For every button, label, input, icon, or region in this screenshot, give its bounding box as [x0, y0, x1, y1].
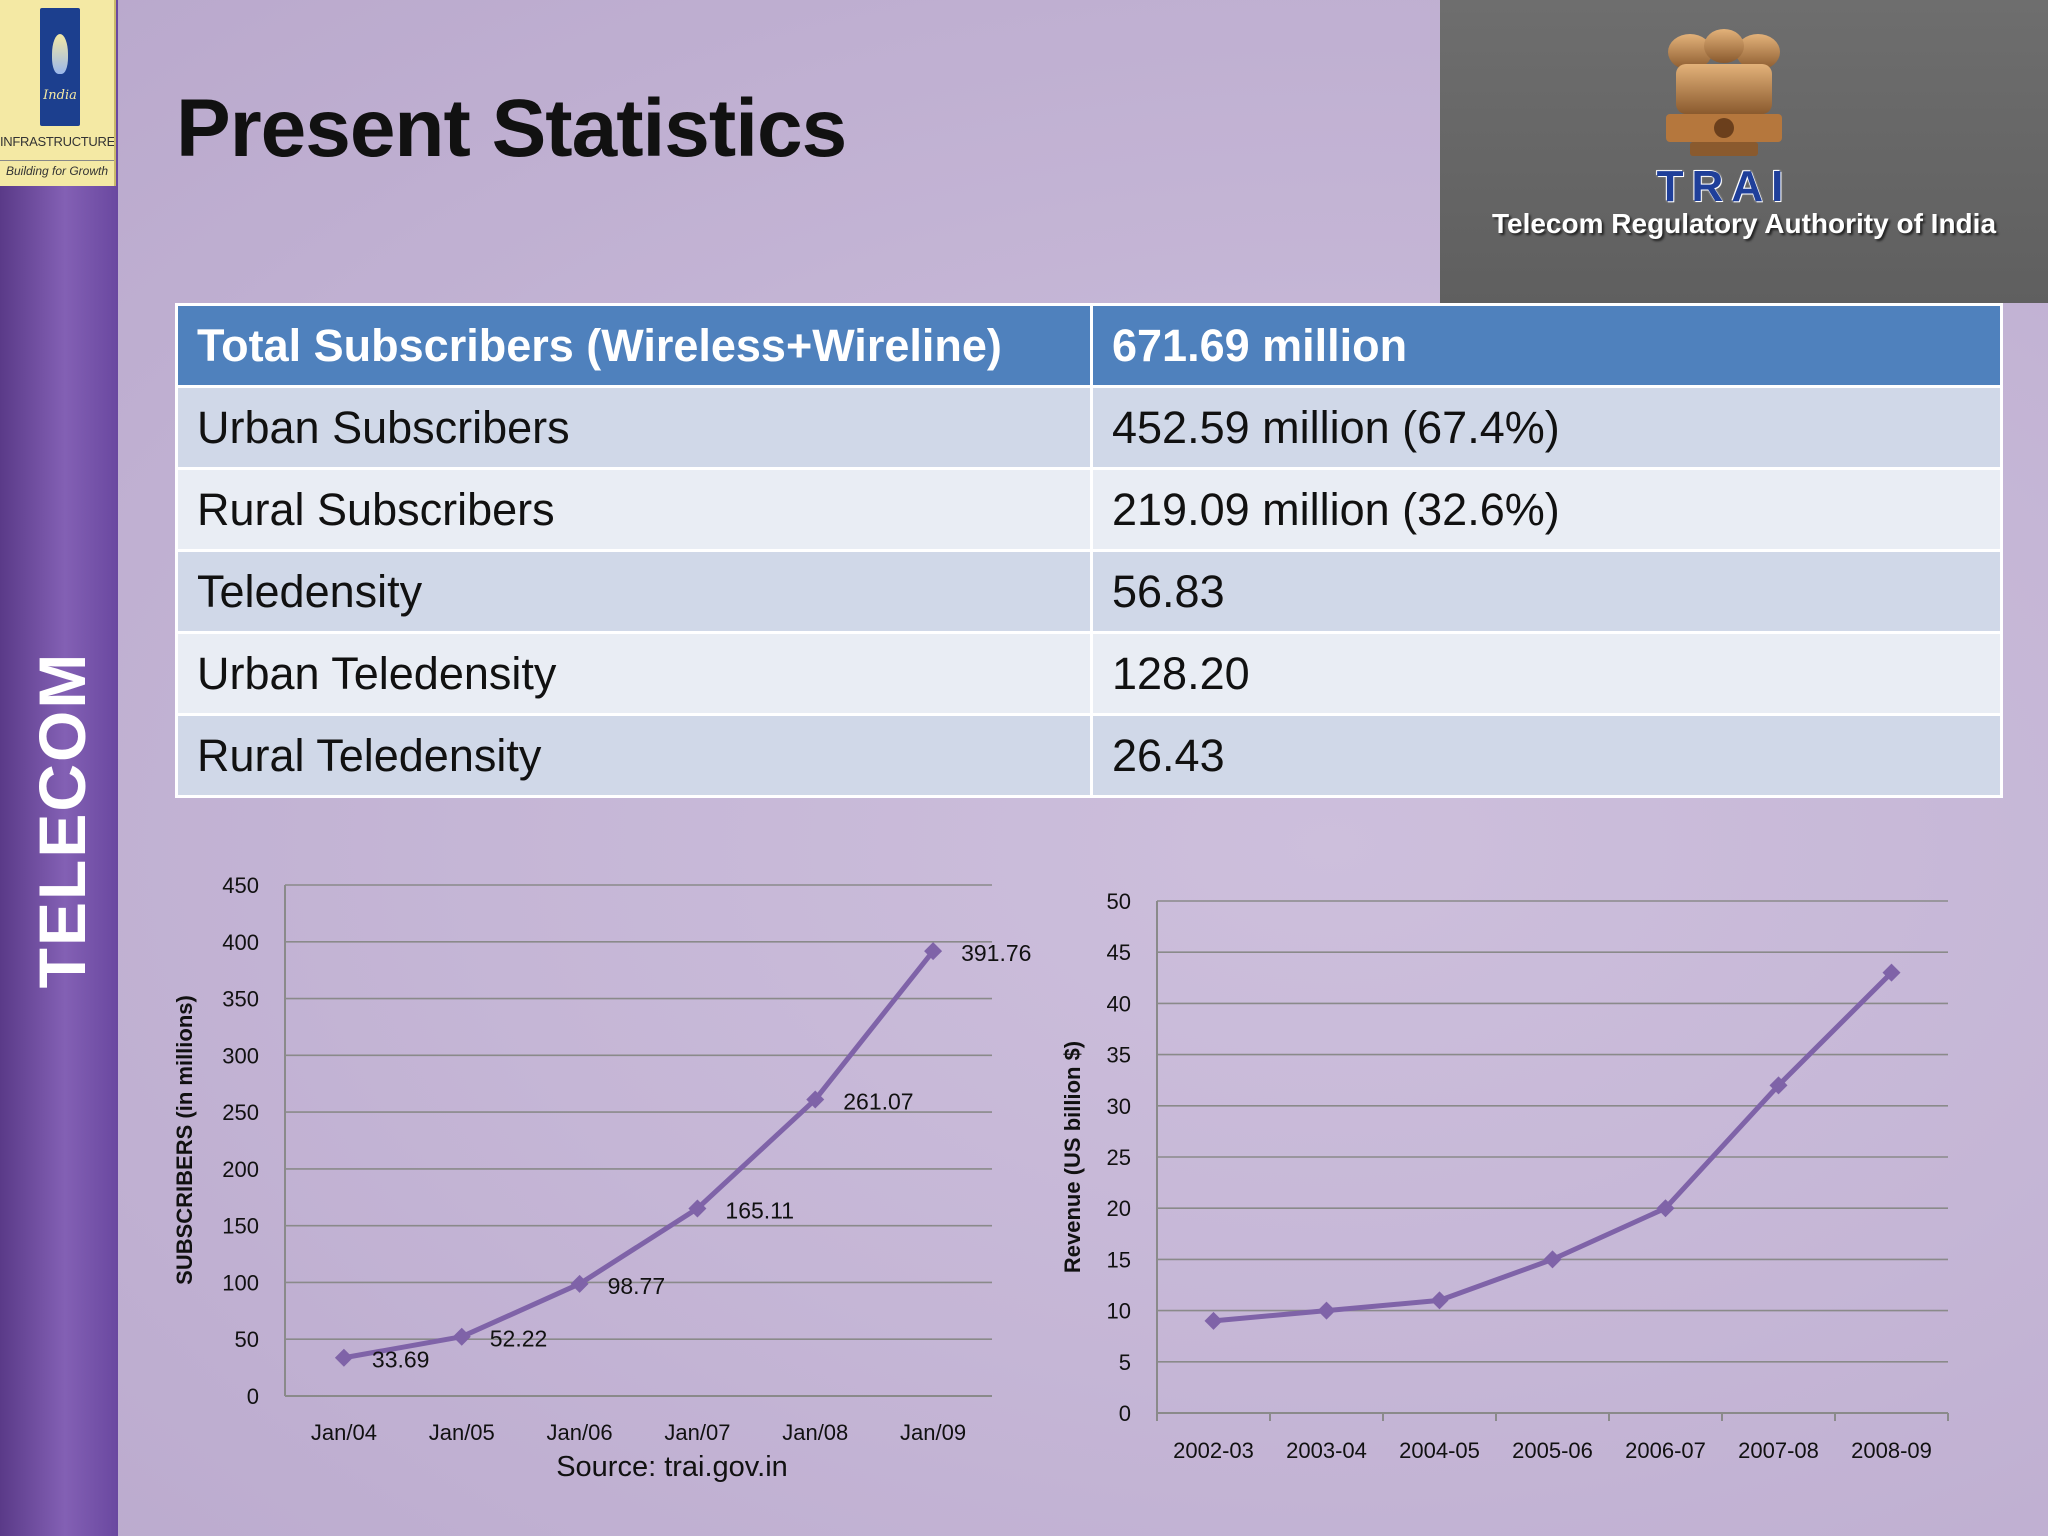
data-label: 98.77	[608, 1273, 666, 1299]
y-tick-label: 40	[1107, 991, 1131, 1016]
y-tick-label: 50	[1107, 889, 1131, 914]
logo-emblem-icon: India	[40, 8, 80, 126]
table-row: Rural Teledensity 26.43	[175, 713, 2003, 798]
data-point	[688, 1199, 707, 1218]
y-axis-label: SUBSCRIBERS (in millions)	[172, 995, 197, 1285]
y-tick-label: 200	[222, 1157, 259, 1182]
data-label: 261.07	[843, 1089, 913, 1115]
data-point	[1656, 1199, 1675, 1218]
y-tick-label: 25	[1107, 1145, 1131, 1170]
series-line	[1213, 970, 1894, 1324]
x-tick-label: 2003-04	[1286, 1438, 1367, 1463]
x-tick-label: Jan/05	[429, 1420, 495, 1445]
x-tick-label: 2007-08	[1738, 1438, 1819, 1463]
table-cell-value: 219.09 million (32.6%)	[1090, 467, 2003, 552]
y-axis-label: Revenue (US billion $)	[1060, 1041, 1085, 1273]
statistics-table: Total Subscribers (Wireless+Wireline) 67…	[175, 303, 2003, 798]
y-tick-label: 35	[1107, 1043, 1131, 1068]
y-tick-label: 250	[222, 1100, 259, 1125]
x-tick-label: Jan/06	[547, 1420, 613, 1445]
data-point	[1543, 1250, 1562, 1269]
data-point	[924, 942, 943, 961]
table-row: Urban Subscribers 452.59 million (67.4%)	[175, 385, 2003, 470]
x-tick-label: Jan/08	[782, 1420, 848, 1445]
data-point	[1204, 1311, 1223, 1330]
logo-line2: Building for Growth	[0, 160, 114, 178]
y-tick-label: 0	[247, 1384, 259, 1409]
data-point	[570, 1274, 589, 1293]
y-tick-label: 20	[1107, 1196, 1131, 1221]
x-tick-label: 2002-03	[1173, 1438, 1254, 1463]
x-tick-label: Jan/04	[311, 1420, 377, 1445]
x-tick-label: Jan/09	[900, 1420, 966, 1445]
table-cell-label: Total Subscribers (Wireless+Wireline)	[175, 303, 1093, 388]
y-tick-label: 150	[222, 1214, 259, 1239]
y-tick-label: 300	[222, 1043, 259, 1068]
y-tick-label: 5	[1119, 1350, 1131, 1375]
data-label: 165.11	[725, 1198, 794, 1224]
x-tick-label: 2008-09	[1851, 1438, 1932, 1463]
data-point	[1430, 1291, 1449, 1310]
y-tick-label: 50	[235, 1327, 259, 1352]
table-cell-value: 26.43	[1090, 713, 2003, 798]
slide-title: Present Statistics	[176, 83, 847, 174]
y-tick-label: 45	[1107, 940, 1131, 965]
y-tick-label: 400	[222, 930, 259, 955]
table-header-row: Total Subscribers (Wireless+Wireline) 67…	[175, 303, 2003, 388]
y-tick-label: 450	[222, 873, 259, 898]
data-point	[1882, 963, 1901, 982]
table-cell-value: 128.20	[1090, 631, 2003, 716]
table-row: Urban Teledensity 128.20	[175, 631, 2003, 716]
y-tick-label: 10	[1107, 1299, 1131, 1324]
data-point	[806, 1090, 825, 1109]
data-label: 33.69	[372, 1347, 430, 1373]
data-point	[1317, 1301, 1336, 1320]
y-tick-label: 30	[1107, 1094, 1131, 1119]
table-cell-label: Teledensity	[175, 549, 1093, 634]
y-tick-label: 15	[1107, 1247, 1131, 1272]
data-point	[334, 1348, 353, 1367]
table-cell-value: 452.59 million (67.4%)	[1090, 385, 2003, 470]
source-note: Source: trai.gov.in	[556, 1451, 788, 1483]
table-cell-label: Urban Subscribers	[175, 385, 1093, 470]
table-cell-label: Urban Teledensity	[175, 631, 1093, 716]
data-label: 391.76	[961, 940, 1031, 966]
x-tick-label: 2004-05	[1399, 1438, 1480, 1463]
trai-full-name: Telecom Regulatory Authority of India	[1491, 208, 1997, 239]
national-emblem-icon	[1666, 29, 1782, 156]
table-cell-value: 671.69 million	[1090, 303, 2003, 388]
x-tick-label: Jan/07	[664, 1420, 730, 1445]
y-tick-label: 350	[222, 987, 259, 1012]
x-tick-label: 2006-07	[1625, 1438, 1706, 1463]
data-point	[1769, 1076, 1788, 1095]
y-tick-label: 100	[222, 1270, 259, 1295]
data-label: 52.22	[490, 1326, 548, 1352]
trai-acronym: TRAI	[1656, 162, 1792, 211]
table-cell-label: Rural Subscribers	[175, 467, 1093, 552]
table-cell-label: Rural Teledensity	[175, 713, 1093, 798]
table-cell-value: 56.83	[1090, 549, 2003, 634]
logo-mark-text: India	[43, 88, 77, 103]
data-point	[452, 1327, 471, 1346]
y-tick-label: 0	[1119, 1401, 1131, 1426]
sidebar: India INFRASTRUCTURE Building for Growth…	[0, 0, 118, 1536]
logo-line1: INFRASTRUCTURE	[0, 134, 115, 149]
x-tick-label: 2005-06	[1512, 1438, 1593, 1463]
table-row: Teledensity 56.83	[175, 549, 2003, 634]
series-line	[343, 949, 936, 1361]
india-infrastructure-logo: India INFRASTRUCTURE Building for Growth	[0, 0, 116, 186]
table-row: Rural Subscribers 219.09 million (32.6%)	[175, 467, 2003, 552]
